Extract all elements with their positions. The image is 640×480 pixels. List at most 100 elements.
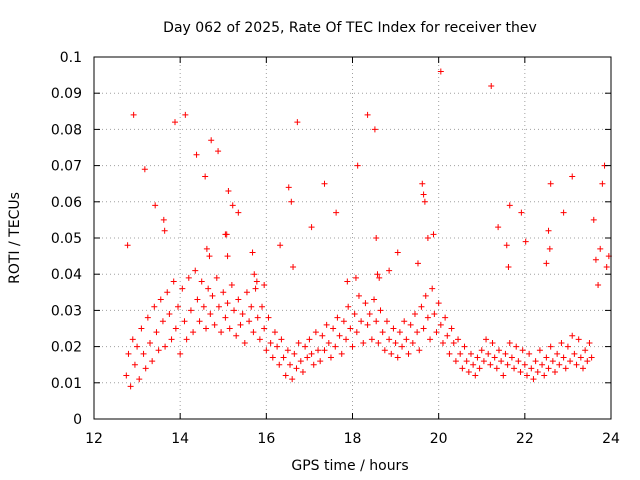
data-point: [327, 354, 334, 361]
x-tick-label: 14: [171, 431, 189, 447]
data-point: [235, 209, 242, 216]
data-point: [470, 361, 477, 368]
data-point: [403, 336, 410, 343]
data-point: [263, 347, 270, 354]
data-point: [511, 365, 518, 372]
data-point: [373, 318, 380, 325]
chart-title: Day 062 of 2025, Rate Of TEC Index for r…: [163, 20, 537, 36]
data-point: [136, 376, 143, 383]
data-point: [278, 336, 285, 343]
data-point: [567, 358, 574, 365]
data-point: [551, 368, 558, 375]
data-point: [280, 354, 287, 361]
data-point: [597, 245, 604, 252]
data-point: [284, 347, 291, 354]
data-point: [534, 368, 541, 375]
data-point: [376, 274, 383, 281]
data-point: [170, 278, 177, 285]
data-point: [187, 307, 194, 314]
data-point: [430, 231, 437, 238]
data-point: [239, 311, 246, 318]
data-point: [182, 111, 189, 118]
data-point: [343, 336, 350, 343]
data-point: [229, 202, 236, 209]
data-point: [225, 187, 232, 194]
data-point: [569, 173, 576, 180]
data-point: [237, 321, 244, 328]
data-point: [493, 365, 500, 372]
data-point: [508, 354, 515, 361]
data-point: [394, 354, 401, 361]
data-point: [579, 365, 586, 372]
data-point: [310, 361, 317, 368]
data-point: [253, 278, 260, 285]
data-point: [332, 343, 339, 350]
data-point: [364, 321, 371, 328]
data-point: [424, 235, 431, 241]
data-point: [362, 300, 369, 307]
data-point: [419, 180, 426, 187]
data-point: [476, 365, 483, 372]
data-point: [386, 336, 393, 343]
data-point: [405, 350, 412, 357]
data-point: [399, 343, 406, 350]
data-point: [368, 336, 375, 343]
x-axis-label: GPS time / hours: [291, 458, 408, 474]
y-tick-label: 0.08: [51, 122, 82, 138]
data-point: [603, 263, 610, 270]
data-point: [340, 318, 347, 325]
y-tick-label: 0.09: [51, 86, 82, 102]
data-point: [138, 325, 145, 332]
data-point: [373, 235, 380, 241]
data-point: [546, 245, 553, 252]
data-point: [586, 339, 593, 346]
data-point: [577, 354, 584, 361]
data-point: [354, 162, 361, 169]
data-point: [418, 303, 425, 310]
data-point: [319, 332, 326, 339]
x-tick-label: 18: [344, 431, 362, 447]
data-point: [306, 336, 313, 343]
data-point: [198, 278, 205, 285]
data-point: [592, 256, 599, 263]
data-point: [246, 318, 253, 325]
data-point: [177, 350, 184, 357]
data-point: [124, 242, 131, 249]
data-point: [435, 300, 442, 307]
data-point: [599, 180, 606, 187]
data-point: [203, 325, 210, 332]
data-point: [168, 336, 175, 343]
data-point: [297, 358, 304, 365]
data-point: [545, 227, 552, 234]
data-point: [256, 336, 263, 343]
data-point: [414, 260, 421, 267]
data-point: [416, 347, 423, 354]
data-point: [543, 354, 550, 361]
data-point: [181, 318, 188, 325]
data-point: [474, 354, 481, 361]
data-point: [450, 339, 457, 346]
data-point: [248, 303, 255, 310]
x-tick-label: 12: [85, 431, 103, 447]
data-point: [209, 292, 216, 299]
data-point: [459, 365, 466, 372]
data-point: [366, 311, 373, 318]
data-point: [140, 350, 147, 357]
y-tick-label: 0.1: [60, 50, 82, 66]
data-point: [364, 111, 371, 118]
data-point: [521, 361, 528, 368]
data-point: [282, 372, 289, 379]
data-point: [383, 318, 390, 325]
data-point: [392, 339, 399, 346]
data-point: [261, 282, 268, 289]
data-point: [192, 267, 199, 274]
data-point: [515, 358, 522, 365]
data-point: [290, 263, 297, 270]
data-point: [299, 368, 306, 375]
data-point: [349, 343, 356, 350]
data-point: [274, 343, 281, 350]
data-point: [532, 358, 539, 365]
data-point: [160, 216, 167, 223]
data-point: [431, 311, 438, 318]
